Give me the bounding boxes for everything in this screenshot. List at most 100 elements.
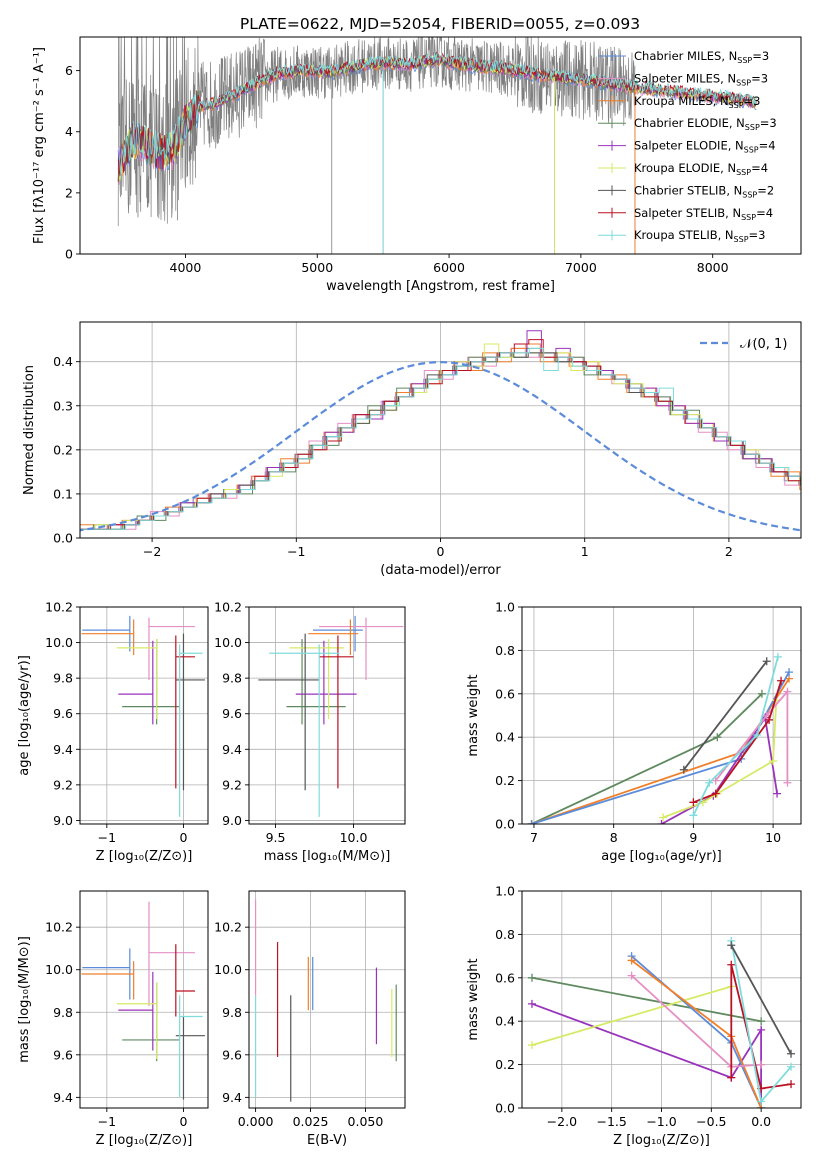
y-tick-label: 9.6 xyxy=(222,1047,242,1062)
y-tick-label: 9.6 xyxy=(53,1047,73,1062)
x-axis-label: Z [log₁₀(Z/Z⊙)] xyxy=(96,1133,193,1148)
y-tick-label: 9.0 xyxy=(222,813,242,828)
weight-marker xyxy=(727,960,736,969)
weight-line-8 xyxy=(692,656,779,816)
y-tick-label: 9.8 xyxy=(53,1005,73,1020)
weight-marker xyxy=(689,798,698,807)
y-axis-label: mass weight xyxy=(466,958,481,1040)
histogram-step-5 xyxy=(80,330,801,530)
y-tick-label: 0.0 xyxy=(495,1101,515,1116)
y-tick-label: 0.1 xyxy=(53,486,73,501)
legend-label: Kroupa MILES, NSSP=3 xyxy=(634,94,760,110)
weight-marker xyxy=(711,776,720,785)
y-tick-label: 0.8 xyxy=(495,643,515,658)
weight-line-3 xyxy=(531,671,790,824)
y-tick-label: 0.2 xyxy=(495,1057,515,1072)
x-tick-label: 4000 xyxy=(170,260,202,275)
x-tick-label: 7 xyxy=(530,830,538,845)
weight-marker xyxy=(757,689,766,698)
y-tick-label: 10.0 xyxy=(45,635,73,650)
y-tick-label: 9.4 xyxy=(53,742,73,757)
histogram-step-9 xyxy=(82,347,801,530)
histogram-step-7 xyxy=(81,352,801,530)
x-tick-label: 5000 xyxy=(301,260,333,275)
y-tick-label: 1.0 xyxy=(495,884,515,899)
axes-frame xyxy=(79,606,209,825)
weight-marker xyxy=(527,973,536,982)
legend: Chabrier MILES, NSSP=3 Salpeter MILES, NS… xyxy=(598,49,777,244)
histogram-step-6 xyxy=(80,343,801,530)
histogram-step-4 xyxy=(80,347,801,530)
weight-marker xyxy=(765,715,774,724)
weight-marker xyxy=(757,1060,766,1069)
y-tick-label: 0.4 xyxy=(495,1014,515,1029)
legend-label: 𝒩(0, 1) xyxy=(740,337,787,352)
x-axis-label: Z [log₁₀(Z/Z⊙)] xyxy=(613,1133,710,1148)
observed-spectrum-line xyxy=(117,37,636,227)
legend-label: Salpeter ELODIE, NSSP=4 xyxy=(634,139,776,155)
x-tick-label: 0.0 xyxy=(751,1114,771,1129)
x-tick-label: 7000 xyxy=(565,260,597,275)
weight-marker xyxy=(711,789,720,798)
axes-frame xyxy=(79,36,802,255)
weight-marker xyxy=(783,687,792,696)
model-spectrum-9 xyxy=(117,52,757,178)
y-tick-label: 0.0 xyxy=(495,817,515,832)
legend-label: Chabrier STELIB, NSSP=2 xyxy=(634,183,774,199)
y-tick-label: 0.6 xyxy=(495,686,515,701)
x-axis-label: wavelength [Angstrom, rest frame] xyxy=(326,279,555,294)
legend-label: Salpeter MILES, NSSP=3 xyxy=(634,71,768,87)
y-tick-label: 10.2 xyxy=(214,600,242,615)
panel-age-vs-mass: 9.5 10.0 9.0 9.2 9.4 9.6 9.8 10.0 10.2 mass [log₁… xyxy=(214,600,406,864)
y-tick-label: 9.8 xyxy=(53,671,73,686)
legend-label: Kroupa STELIB, NSSP=3 xyxy=(634,228,765,244)
x-axis-label: age [log₁₀(age/yr)] xyxy=(601,849,722,864)
y-tick-label: 9.2 xyxy=(53,777,73,792)
x-tick-label: 10.0 xyxy=(340,830,368,845)
y-tick-label: 0.2 xyxy=(495,773,515,788)
x-tick-label: 0 xyxy=(179,830,187,845)
x-axis-label: E(B-V) xyxy=(307,1133,347,1148)
y-tick-label: 0.0 xyxy=(53,531,73,546)
weight-marker xyxy=(785,668,794,677)
weight-marker xyxy=(527,1041,536,1050)
plot-area xyxy=(527,652,794,824)
y-tick-label: 0 xyxy=(65,247,73,262)
x-tick-label: 0.050 xyxy=(348,1114,384,1129)
histogram-step-8 xyxy=(81,339,801,530)
y-axis-label: age [log₁₀(age/yr)] xyxy=(17,655,32,776)
weight-line-9 xyxy=(683,660,768,771)
x-tick-label: −1.5 xyxy=(596,1114,626,1129)
panel-mass-vs-metallicity: −1 0 9.4 9.6 9.8 10.0 10.2 Z [log₁₀(Z/Z⊙)] mass … xyxy=(17,890,209,1148)
y-tick-label: 10.0 xyxy=(214,635,242,650)
y-tick-label: 0.4 xyxy=(53,354,73,369)
panel-mass-weight-vs-age: 7 8 9 10 0.0 0.2 0.4 0.6 0.8 1.0 age [log₁₀(age/yr… xyxy=(466,600,802,864)
weight-line-4 xyxy=(661,715,778,824)
panel-spectrum: 4000 5000 6000 7000 8000 0 2 4 6 wavelength [Angs… xyxy=(32,36,802,294)
legend-label: Kroupa ELODIE, NSSP=4 xyxy=(634,161,768,177)
weight-line-4 xyxy=(631,955,762,1108)
y-tick-label: 10.2 xyxy=(214,920,242,935)
x-tick-label: 10 xyxy=(765,830,781,845)
x-tick-label: 8000 xyxy=(697,260,729,275)
panel-residual-histogram: −2 −1 0 1 2 0.0 0.1 0.2 0.3 0.4 (data-model)/error… xyxy=(22,321,802,578)
weight-marker xyxy=(689,811,698,820)
x-axis-label: Z [log₁₀(Z/Z⊙)] xyxy=(96,849,193,864)
weight-marker xyxy=(753,731,762,740)
weight-marker xyxy=(659,813,668,822)
x-tick-label: 0.000 xyxy=(238,1114,274,1129)
weight-line-2 xyxy=(531,678,790,824)
weight-marker xyxy=(787,1080,796,1089)
plot-area xyxy=(254,899,397,1102)
weight-marker xyxy=(783,778,792,787)
weight-marker xyxy=(762,657,771,666)
axes-frame xyxy=(521,606,802,825)
plot-area xyxy=(81,901,205,1100)
legend-label: Salpeter STELIB, NSSP=4 xyxy=(634,206,773,222)
histogram-step-3 xyxy=(80,343,801,530)
y-tick-label: 9.6 xyxy=(53,706,73,721)
panel-mass-vs-ebv: 0.000 0.025 0.050 9.4 9.6 9.8 10.0 10.2 E(B-V) xyxy=(214,890,406,1148)
weight-marker xyxy=(627,971,636,980)
weight-line-7 xyxy=(693,680,782,804)
